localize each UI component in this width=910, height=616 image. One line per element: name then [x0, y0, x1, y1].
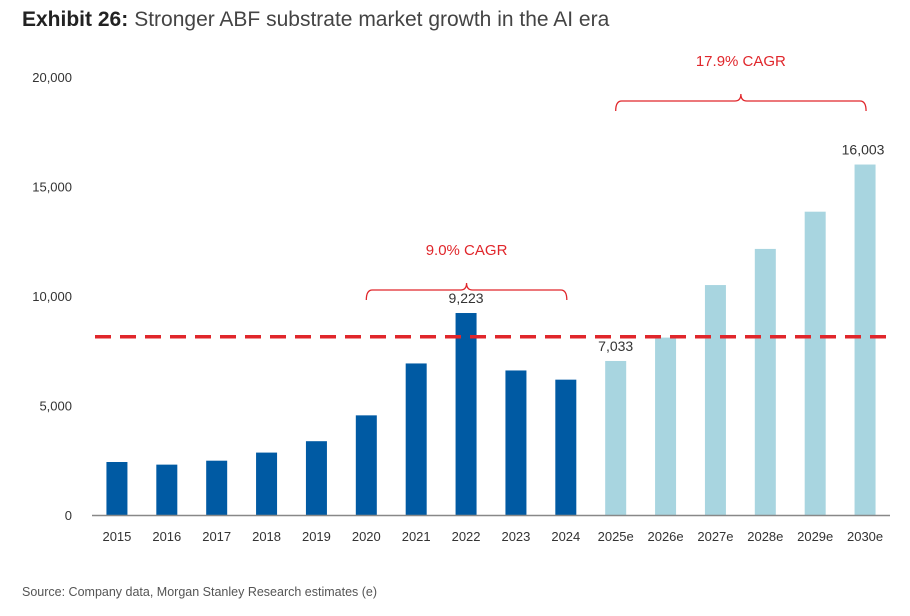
data-label-2022: 9,223	[449, 290, 484, 306]
x-tick-label: 2016	[152, 529, 181, 544]
x-tick-label: 2022	[452, 529, 481, 544]
bar-2022	[455, 313, 477, 515]
bar-2025e	[605, 360, 627, 515]
bar-2028e	[754, 248, 776, 516]
x-tick-label: 2026e	[647, 529, 683, 544]
y-tick-label: 20,000	[32, 70, 72, 85]
bar-2024	[555, 379, 577, 515]
bar-2020	[355, 415, 377, 515]
x-tick-label: 2017	[202, 529, 231, 544]
x-tick-label: 2019	[302, 529, 331, 544]
cagr-brace	[365, 282, 568, 301]
exhibit-title: Exhibit 26: Stronger ABF substrate market…	[22, 8, 609, 32]
x-tick-label: 2021	[402, 529, 431, 544]
y-tick-label: 10,000	[32, 289, 72, 304]
cagr-label: 9.0% CAGR	[426, 242, 508, 259]
x-tick-label: 2018	[252, 529, 281, 544]
y-tick-label: 15,000	[32, 180, 72, 195]
bar-2015	[106, 462, 128, 515]
bar-2019	[305, 441, 327, 515]
x-tick-label: 2028e	[747, 529, 783, 544]
source-note: Source: Company data, Morgan Stanley Res…	[22, 585, 378, 599]
y-tick-label: 0	[65, 508, 72, 523]
bar-2027e	[704, 285, 726, 515]
x-tick-label: 2030e	[847, 529, 883, 544]
bar-2023	[505, 370, 527, 515]
cagr-brace	[615, 93, 867, 112]
y-tick-label: 5,000	[39, 399, 72, 414]
exhibit-number: Exhibit 26:	[22, 8, 129, 31]
x-tick-label: 2024	[551, 529, 580, 544]
bar-2016	[156, 464, 178, 515]
chart-title: Stronger ABF substrate market growth in …	[134, 8, 610, 31]
x-tick-label: 2023	[501, 529, 530, 544]
bar-2026e	[655, 337, 677, 515]
x-tick-label: 2020	[352, 529, 381, 544]
cagr-label: 17.9% CAGR	[696, 53, 786, 70]
x-tick-label: 2025e	[598, 529, 634, 544]
data-label-2030e: 16,003	[842, 142, 885, 158]
bar-2029e	[804, 211, 826, 515]
bar-2017	[206, 460, 228, 515]
bar-2030e	[854, 164, 876, 515]
x-tick-label: 2029e	[797, 529, 833, 544]
bar-2018	[256, 452, 278, 515]
data-label-2025e: 7,033	[598, 338, 633, 354]
x-tick-label: 2027e	[697, 529, 733, 544]
x-tick-label: 2015	[102, 529, 131, 544]
bar-2021	[405, 363, 427, 515]
